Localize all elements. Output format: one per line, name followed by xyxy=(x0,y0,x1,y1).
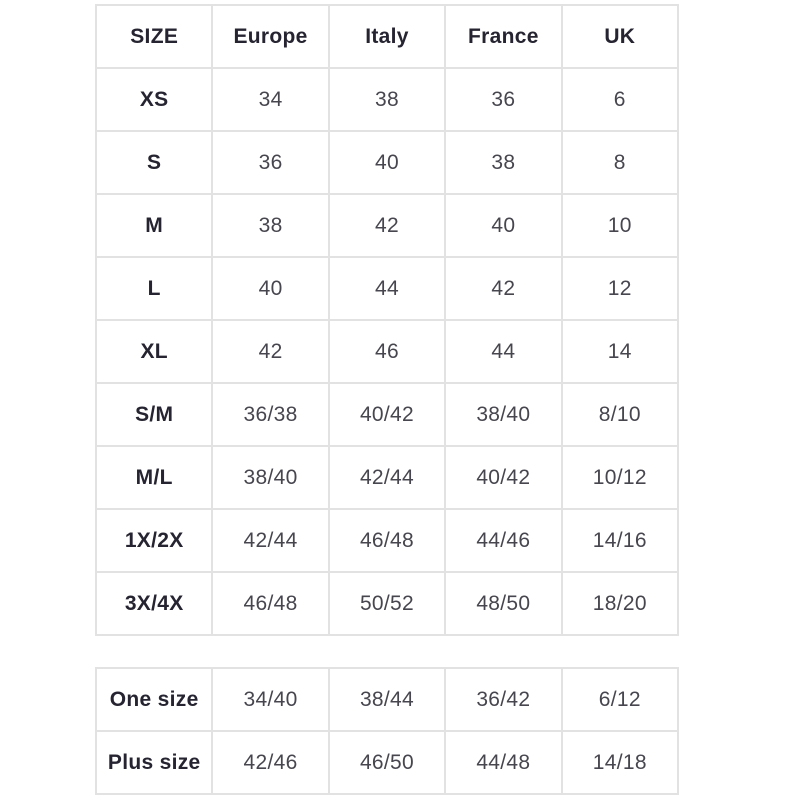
special-sizes-table: One size 34/40 38/44 36/42 6/12 Plus size 42/4… xyxy=(94,667,680,795)
size-conversion-table-header: SIZE Europe Italy France UK xyxy=(94,4,680,69)
row-label: XS xyxy=(94,67,214,132)
size-value-cell: 44/48 xyxy=(444,730,563,795)
row-label: S xyxy=(94,130,214,195)
size-value-cell: 44/46 xyxy=(444,508,563,573)
row-label: L xyxy=(94,256,214,321)
size-value-cell: 40 xyxy=(211,256,330,321)
size-value-cell: 34 xyxy=(211,67,330,132)
size-value-cell: 38 xyxy=(444,130,563,195)
table-row: M 38 42 40 10 xyxy=(94,193,680,258)
column-header: SIZE xyxy=(94,4,214,69)
row-label: One size xyxy=(94,667,214,732)
row-label: M/L xyxy=(94,445,214,510)
size-value-cell: 36/42 xyxy=(444,667,563,732)
size-value-cell: 8/10 xyxy=(560,382,680,447)
size-conversion-table-body: XS 34 38 36 6 S 36 40 38 8 M 38 42 40 10 L 40 44 42 12 XL 42 4… xyxy=(94,67,680,636)
size-value-cell: 40/42 xyxy=(444,445,563,510)
size-value-cell: 38 xyxy=(327,67,447,132)
table-row: 1X/2X 42/44 46/48 44/46 14/16 xyxy=(94,508,680,573)
size-value-cell: 18/20 xyxy=(560,571,680,636)
size-value-cell: 48/50 xyxy=(444,571,563,636)
size-value-cell: 14 xyxy=(560,319,680,384)
table-row: S 36 40 38 8 xyxy=(94,130,680,195)
table-row: XL 42 46 44 14 xyxy=(94,319,680,384)
size-value-cell: 42 xyxy=(444,256,563,321)
row-label: XL xyxy=(94,319,214,384)
size-value-cell: 42/44 xyxy=(211,508,330,573)
column-header: UK xyxy=(560,4,680,69)
size-value-cell: 42 xyxy=(211,319,330,384)
size-value-cell: 10 xyxy=(560,193,680,258)
size-value-cell: 46/50 xyxy=(327,730,447,795)
size-value-cell: 42/44 xyxy=(327,445,447,510)
size-value-cell: 36 xyxy=(211,130,330,195)
size-value-cell: 38/40 xyxy=(211,445,330,510)
table-row: Plus size 42/46 46/50 44/48 14/18 xyxy=(94,730,680,795)
row-label: S/M xyxy=(94,382,214,447)
size-value-cell: 40/42 xyxy=(327,382,447,447)
size-value-cell: 46/48 xyxy=(327,508,447,573)
table-row: XS 34 38 36 6 xyxy=(94,67,680,132)
size-value-cell: 34/40 xyxy=(211,667,330,732)
table-row: M/L 38/40 42/44 40/42 10/12 xyxy=(94,445,680,510)
special-sizes-table-body: One size 34/40 38/44 36/42 6/12 Plus size 42/4… xyxy=(94,667,680,795)
row-label: Plus size xyxy=(94,730,214,795)
size-value-cell: 8 xyxy=(560,130,680,195)
size-value-cell: 10/12 xyxy=(560,445,680,510)
table-row: L 40 44 42 12 xyxy=(94,256,680,321)
size-value-cell: 42/46 xyxy=(211,730,330,795)
size-value-cell: 6/12 xyxy=(560,667,680,732)
header-row: SIZE Europe Italy France UK xyxy=(94,4,680,69)
table-row: One size 34/40 38/44 36/42 6/12 xyxy=(94,667,680,732)
size-value-cell: 36 xyxy=(444,67,563,132)
table-row: 3X/4X 46/48 50/52 48/50 18/20 xyxy=(94,571,680,636)
size-value-cell: 44 xyxy=(327,256,447,321)
size-value-cell: 12 xyxy=(560,256,680,321)
size-value-cell: 14/18 xyxy=(560,730,680,795)
size-value-cell: 46/48 xyxy=(211,571,330,636)
size-value-cell: 6 xyxy=(560,67,680,132)
size-value-cell: 40 xyxy=(444,193,563,258)
size-value-cell: 44 xyxy=(444,319,563,384)
size-value-cell: 14/16 xyxy=(560,508,680,573)
row-label: 3X/4X xyxy=(94,571,214,636)
size-value-cell: 50/52 xyxy=(327,571,447,636)
size-value-cell: 36/38 xyxy=(211,382,330,447)
size-value-cell: 38/44 xyxy=(327,667,447,732)
row-label: 1X/2X xyxy=(94,508,214,573)
size-value-cell: 38 xyxy=(211,193,330,258)
column-header: Europe xyxy=(211,4,330,69)
size-value-cell: 46 xyxy=(327,319,447,384)
size-conversion-table: SIZE Europe Italy France UK XS 34 38 36 6 S 36 40 38… xyxy=(94,4,680,636)
column-header: France xyxy=(444,4,563,69)
row-label: M xyxy=(94,193,214,258)
size-value-cell: 40 xyxy=(327,130,447,195)
size-value-cell: 42 xyxy=(327,193,447,258)
size-value-cell: 38/40 xyxy=(444,382,563,447)
table-row: S/M 36/38 40/42 38/40 8/10 xyxy=(94,382,680,447)
column-header: Italy xyxy=(327,4,447,69)
